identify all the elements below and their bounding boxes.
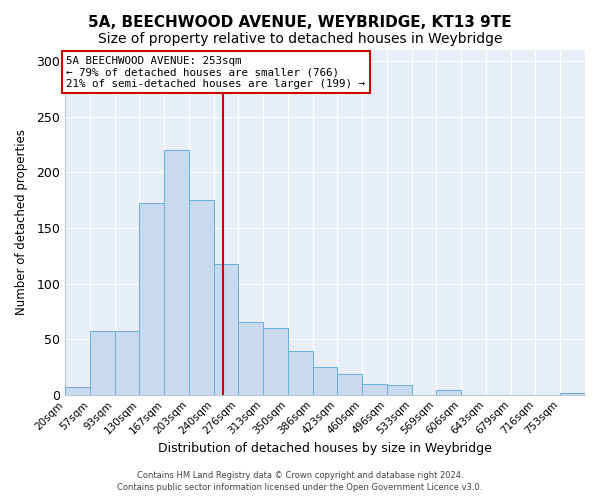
Bar [387,384,412,394]
Bar [189,200,214,394]
Bar [313,367,337,394]
Bar [214,264,238,394]
Bar [90,332,115,394]
Bar [139,204,164,394]
Bar [65,387,90,394]
Bar [288,352,313,395]
Y-axis label: Number of detached properties: Number of detached properties [15,130,28,316]
X-axis label: Distribution of detached houses by size in Weybridge: Distribution of detached houses by size … [158,442,492,455]
Bar [164,150,189,394]
Bar [238,322,263,394]
Text: 5A BEECHWOOD AVENUE: 253sqm
← 79% of detached houses are smaller (766)
21% of se: 5A BEECHWOOD AVENUE: 253sqm ← 79% of det… [67,56,365,89]
Bar [436,390,461,394]
Bar [263,328,288,394]
Bar [560,392,585,394]
Text: Contains HM Land Registry data © Crown copyright and database right 2024.
Contai: Contains HM Land Registry data © Crown c… [118,471,482,492]
Bar [337,374,362,394]
Bar [362,384,387,394]
Bar [115,332,139,394]
Text: 5A, BEECHWOOD AVENUE, WEYBRIDGE, KT13 9TE: 5A, BEECHWOOD AVENUE, WEYBRIDGE, KT13 9T… [88,15,512,30]
Text: Size of property relative to detached houses in Weybridge: Size of property relative to detached ho… [98,32,502,46]
